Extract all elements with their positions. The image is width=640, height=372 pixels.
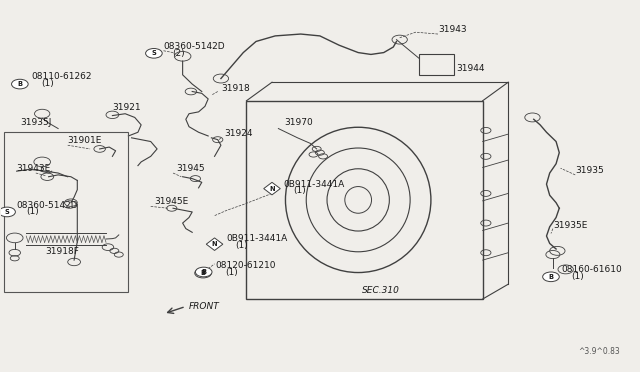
Text: 31945E: 31945E [154,198,188,206]
Text: 31935E: 31935E [553,221,588,231]
Polygon shape [206,238,223,250]
Circle shape [0,207,15,217]
Text: 31935J: 31935J [20,118,51,127]
Text: 31943: 31943 [438,25,467,34]
Bar [419,54,454,75]
Text: 31970: 31970 [285,118,314,127]
Text: (1): (1) [236,241,248,250]
Text: 0B911-3441A: 0B911-3441A [226,234,287,243]
Text: SEC.310: SEC.310 [362,286,399,295]
Text: 0B911-3441A: 0B911-3441A [284,180,345,189]
Text: B: B [200,270,205,276]
Text: 31918F: 31918F [45,247,79,256]
Text: B: B [17,81,22,87]
Circle shape [195,268,211,278]
Text: FRONT: FRONT [189,302,220,311]
Circle shape [543,272,559,282]
Text: 31945: 31945 [176,164,205,173]
Text: 08110-61262: 08110-61262 [31,73,92,81]
Polygon shape [264,182,280,195]
Text: 31943E: 31943E [17,164,51,173]
Text: 31921: 31921 [113,103,141,112]
Text: (2): (2) [172,49,184,58]
Text: 08160-61610: 08160-61610 [561,265,622,274]
Circle shape [12,79,28,89]
Circle shape [195,267,212,277]
Text: B: B [548,274,554,280]
Text: 08360-5142D: 08360-5142D [163,42,225,51]
Text: (1): (1) [26,208,39,217]
Text: 31935: 31935 [575,166,604,175]
Text: (1): (1) [293,186,306,195]
Text: N: N [212,241,218,247]
Text: S: S [152,50,156,56]
Text: (1): (1) [571,272,584,281]
Bar [4,132,129,292]
Circle shape [146,48,162,58]
Text: 31918: 31918 [221,84,250,93]
Text: (1): (1) [225,268,237,277]
Text: (1): (1) [41,79,54,88]
Text: 31901E: 31901E [68,136,102,145]
Text: N: N [269,186,275,192]
Text: 31944: 31944 [456,64,485,73]
Text: 31924: 31924 [224,129,253,138]
Text: 08120-61210: 08120-61210 [215,261,276,270]
Text: ^3.9^0.83: ^3.9^0.83 [578,347,620,356]
Text: 08360-5142D: 08360-5142D [17,201,78,210]
Text: S: S [4,209,10,215]
Text: B: B [201,269,206,275]
Bar [246,101,483,299]
